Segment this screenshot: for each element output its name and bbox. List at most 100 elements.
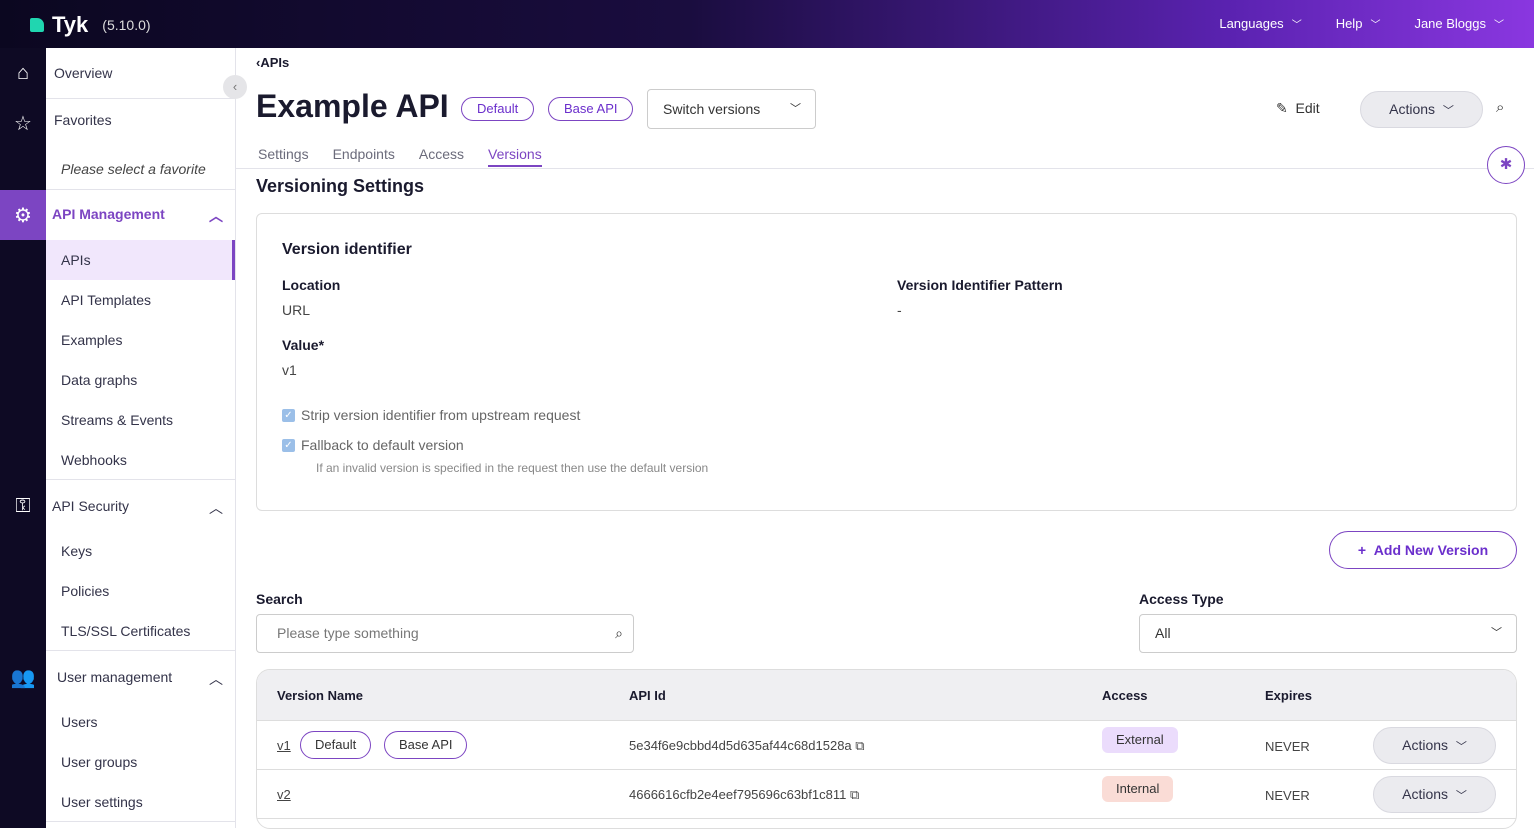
sidebar-item-api-templates[interactable]: API Templates [61,292,152,308]
edit-label: Edit [1295,100,1320,116]
sidebar-item-streams-events[interactable]: Streams & Events [61,412,174,428]
tab-endpoints[interactable]: Endpoints [332,146,395,162]
sidebar-favorites[interactable]: Favorites [46,112,235,128]
chevron-up-icon: ︿ [209,500,223,516]
sidebar-item-webhooks[interactable]: Webhooks [46,440,235,480]
users-icon[interactable]: 👥 [10,666,36,689]
chevron-down-icon: ﹀ [1291,20,1302,31]
collapse-sidebar-button[interactable]: ‹ [223,75,247,99]
location-value: URL [282,302,311,318]
copy-icon[interactable]: ⧉ [849,787,860,802]
tab-access[interactable]: Access [418,146,464,162]
sidebar-item-examples[interactable]: Examples [61,332,123,348]
row-actions-button[interactable]: Actions ﹀ [1373,727,1496,764]
favorites-empty-text: Please select a favorite [61,161,206,177]
value-label: Value* [282,337,325,353]
header-access: Access [1102,688,1148,703]
fallback-help: If an invalid version is specified in th… [316,461,709,475]
table-header: Version Name API Id Access Expires [257,670,1516,721]
chevron-down-icon: ﹀ [1494,20,1504,31]
section-user-management[interactable]: User management ︿ [46,669,235,689]
actions-label: Actions [1402,786,1449,802]
chevron-up-icon: ︿ [209,208,223,224]
fallback-checkbox[interactable]: ✓ Fallback to default version [282,437,464,453]
sidebar-item-users[interactable]: Users [61,714,98,730]
favorites-label: Favorites [54,112,112,128]
api-management-gear-icon[interactable]: ⚙ [0,190,46,240]
languages-menu[interactable]: Languages ﹀ [1219,16,1301,31]
chevron-down-icon: ﹀ [1491,627,1502,639]
table-row: v2 4666616cfb2e4eef795696c63bf1c811 ⧉ In… [257,770,1516,819]
access-badge: Internal [1102,776,1174,802]
search-label: Search [256,591,303,607]
location-label: Location [282,277,341,293]
api-id-text: 4666616cfb2e4eef795696c63bf1c811 [629,787,847,802]
sidebar-item-keys[interactable]: Keys [61,543,93,559]
tab-settings[interactable]: Settings [258,146,309,162]
switch-versions-label: Switch versions [663,101,761,117]
actions-label: Actions [1389,101,1436,117]
breadcrumb-apis[interactable]: APIs [260,55,290,70]
chevron-down-icon: ﹀ [1370,20,1381,31]
chevron-down-icon: ﹀ [1455,790,1467,802]
tab-versions[interactable]: Versions [488,146,542,167]
sidebar-item-user-settings[interactable]: User settings [46,782,235,822]
chevron-down-icon: ﹀ [1455,741,1467,753]
api-id: 5e34f6e9cbbd4d5d635af44c68d1528a ⧉ [629,738,865,754]
expires: NEVER [1265,788,1310,803]
section-api-security[interactable]: API Security ︿ [46,498,235,518]
access-type-label: Access Type [1139,591,1224,607]
search-input[interactable]: Please type something ⌕ [256,614,634,653]
favorites-empty: Please select a favorite [46,148,235,190]
api-id: 4666616cfb2e4eef795696c63bf1c811 ⧉ [629,787,859,803]
bug-report-icon[interactable]: ✱ [1487,146,1525,184]
user-label: Jane Bloggs [1414,16,1486,31]
key-icon[interactable]: ⚿ [15,494,31,517]
strip-label: Strip version identifier from upstream r… [301,407,581,423]
page-title: Example API [256,88,449,124]
header-actions-button[interactable]: Actions ﹀ [1360,91,1483,128]
access-type-select[interactable]: All ﹀ [1139,614,1517,653]
sidebar-item-user-groups[interactable]: User groups [61,754,138,770]
help-menu[interactable]: Help ﹀ [1336,16,1381,31]
version-link[interactable]: v2 [277,787,291,802]
row-actions-button[interactable]: Actions ﹀ [1373,776,1496,813]
add-new-version-button[interactable]: + Add New Version [1329,531,1517,569]
base-api-badge: Base API [548,97,634,121]
sidebar: Overview Favorites Please select a favor… [46,48,236,828]
sidebar-overview[interactable]: Overview [46,48,235,99]
section-title: User management [57,669,173,685]
strip-version-checkbox[interactable]: ✓ Strip version identifier from upstream … [282,407,580,423]
tyk-logo[interactable]: Tyk (5.10.0) [30,12,151,38]
header-expires: Expires [1265,688,1312,703]
tabs: Settings Endpoints Access Versions [258,146,542,167]
home-icon[interactable]: ⌂ [16,61,30,84]
overview-label: Overview [54,65,113,81]
sidebar-item-policies[interactable]: Policies [61,583,110,599]
tabs-divider [236,168,1534,169]
edit-button[interactable]: ✎ Edit [1276,100,1320,117]
user-menu[interactable]: Jane Bloggs ﹀ [1414,16,1504,31]
icon-rail: ⌂ ☆ ⚙ ⚿ 👥 [0,48,46,828]
search-icon: ⌕ [615,625,623,641]
default-badge: Default [300,731,372,759]
main-content: ‹APIs Example API Default Base API Switc… [236,48,1534,829]
chevron-down-icon: ﹀ [1442,105,1454,117]
switch-versions-dropdown[interactable]: Switch versions ﹀ [647,89,816,129]
section-api-management[interactable]: API Management ︿ [46,206,235,226]
access-badge: External [1102,727,1178,753]
sidebar-item-certificates[interactable]: TLS/SSL Certificates [46,611,235,651]
search-placeholder: Please type something [277,625,419,641]
star-icon[interactable]: ☆ [14,112,32,135]
access-type-value: All [1155,625,1171,641]
copy-icon[interactable]: ⧉ [855,738,865,753]
version-link[interactable]: v1 [277,738,291,753]
expires: NEVER [1265,739,1310,754]
breadcrumb[interactable]: ‹APIs [256,55,290,70]
search-icon[interactable]: ⌕ [1496,99,1505,116]
header-version-name: Version Name [277,688,363,703]
api-id-text: 5e34f6e9cbbd4d5d635af44c68d1528a [629,738,852,753]
sidebar-item-data-graphs[interactable]: Data graphs [61,372,138,388]
add-version-label: Add New Version [1373,542,1489,558]
sidebar-item-apis[interactable]: APIs [46,240,235,280]
